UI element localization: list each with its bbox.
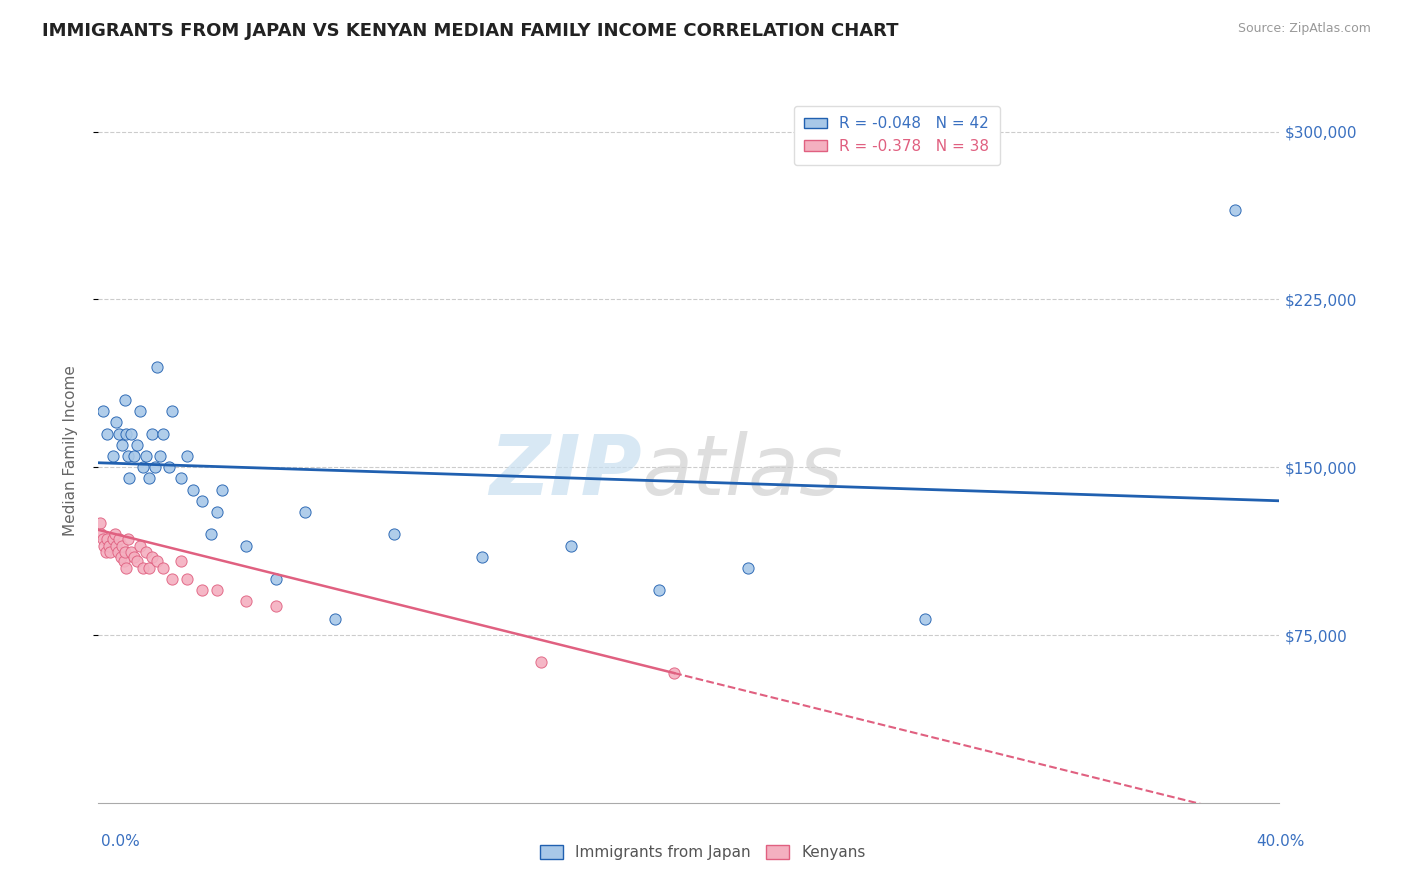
Point [235,594,257,608]
Point [146,359,169,374]
Point [111,438,134,452]
Point [89,516,111,531]
Point [104,527,127,541]
Point [162,404,183,418]
Point [141,426,163,441]
Point [105,416,128,430]
Point [114,393,136,408]
Legend: Immigrants from Japan, Kenyans: Immigrants from Japan, Kenyans [534,839,872,866]
Point [264,599,287,613]
Text: ZIP: ZIP [489,431,641,512]
Point [132,561,155,575]
Point [170,471,193,485]
Point [135,449,157,463]
Point [115,561,138,575]
Point [120,545,142,559]
Point [128,404,150,418]
Point [93,539,115,553]
Text: 40.0%: 40.0% [1257,834,1305,849]
Legend: R = -0.048   N = 42, R = -0.378   N = 38: R = -0.048 N = 42, R = -0.378 N = 38 [793,106,1000,165]
Point [115,426,138,441]
Point [108,532,131,546]
Point [146,554,169,568]
Text: IMMIGRANTS FROM JAPAN VS KENYAN MEDIAN FAMILY INCOME CORRELATION CHART: IMMIGRANTS FROM JAPAN VS KENYAN MEDIAN F… [42,22,898,40]
Point [664,666,686,681]
Point [117,532,139,546]
Point [235,539,257,553]
Point [94,545,117,559]
Point [152,426,174,441]
Point [91,404,114,418]
Point [128,539,150,553]
Point [107,545,129,559]
Point [96,532,118,546]
Text: 0.0%: 0.0% [101,834,141,849]
Point [737,561,759,575]
Point [191,493,214,508]
Point [176,449,198,463]
Point [200,527,222,541]
Point [111,539,134,553]
Text: Source: ZipAtlas.com: Source: ZipAtlas.com [1237,22,1371,36]
Point [132,460,155,475]
Point [138,471,160,485]
Point [138,561,160,575]
Point [181,483,204,497]
Point [97,539,120,553]
Point [105,539,128,553]
Point [294,505,316,519]
Point [125,438,148,452]
Point [157,460,180,475]
Point [118,471,141,485]
Point [135,545,157,559]
Point [323,612,346,626]
Point [152,561,174,575]
Point [122,449,145,463]
Point [914,612,936,626]
Point [110,549,132,564]
Point [560,539,582,553]
Point [90,527,112,541]
Point [205,583,228,598]
Point [117,449,139,463]
Point [162,572,183,586]
Point [648,583,671,598]
Point [141,549,163,564]
Y-axis label: Median Family Income: Median Family Income [63,365,77,536]
Point [98,545,121,559]
Point [114,545,136,559]
Point [103,532,125,546]
Point [205,505,228,519]
Point [1225,202,1247,217]
Point [149,449,172,463]
Point [143,460,166,475]
Point [103,449,125,463]
Point [122,549,145,564]
Point [91,532,114,546]
Point [108,426,131,441]
Point [112,554,135,568]
Point [120,426,142,441]
Point [170,554,193,568]
Point [264,572,287,586]
Point [96,426,118,441]
Point [191,583,214,598]
Text: atlas: atlas [641,431,844,512]
Point [530,655,553,669]
Point [211,483,233,497]
Point [176,572,198,586]
Point [382,527,405,541]
Point [471,549,494,564]
Point [125,554,148,568]
